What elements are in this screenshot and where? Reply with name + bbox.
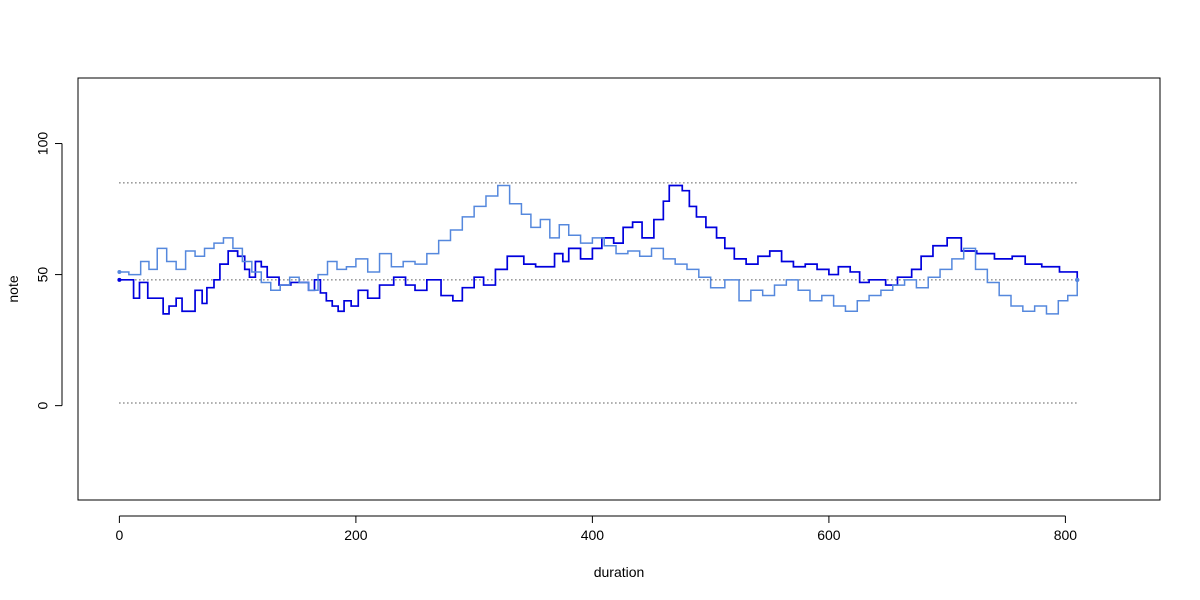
x-tick-label-4: 800 (1054, 527, 1078, 543)
y-tick-label-2: 100 (35, 132, 51, 156)
x-tick-label-3: 600 (817, 527, 841, 543)
x-tick-label-0: 0 (115, 527, 123, 543)
series-1-point-end (1075, 277, 1080, 282)
y-axis: 0 50 100 (35, 132, 63, 410)
series-1-point-start (117, 269, 122, 274)
x-tick-label-1: 200 (344, 527, 368, 543)
x-tick-label-2: 400 (581, 527, 605, 543)
reference-lines (119, 182, 1078, 404)
y-tick-label-0: 0 (35, 402, 51, 410)
x-axis-title: duration (594, 564, 645, 580)
y-axis-title: note (5, 275, 21, 302)
x-axis: 0 200 400 600 800 (115, 515, 1078, 543)
plot-frame (77, 77, 1161, 501)
series-line-0 (119, 184, 1079, 315)
y-tick-label-1: 50 (35, 267, 51, 283)
series-layer (117, 184, 1080, 315)
series-0-point-start (117, 277, 122, 282)
series-line-1 (119, 184, 1078, 315)
